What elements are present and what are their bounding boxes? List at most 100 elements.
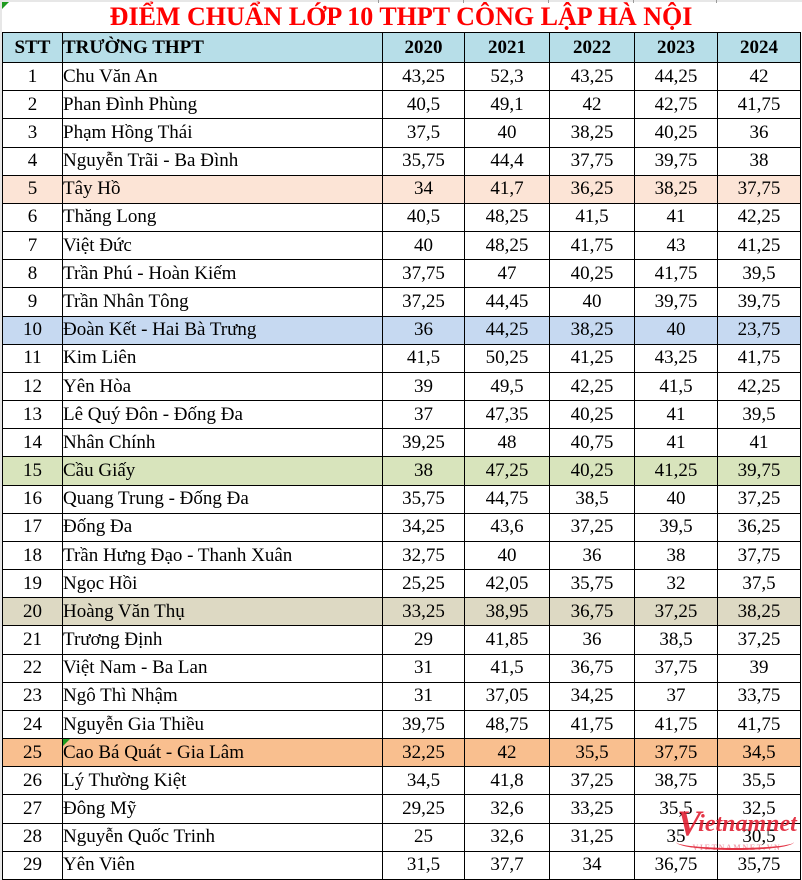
table-row: 19 Ngọc Hồi 25,25 42,05 35,75 32 37,5 — [2, 569, 801, 599]
row-number-cell: 28 — [2, 822, 63, 852]
score-cell: 38 — [382, 456, 465, 486]
score-cell: 40 — [464, 118, 550, 148]
score-cell: 41,5 — [549, 202, 635, 233]
table-row: 28 Nguyễn Quốc Trinh 25 32,6 31,25 35 30,5 — [2, 822, 801, 852]
score-cell: 43,25 — [382, 61, 465, 92]
score-cell: 42,75 — [634, 90, 718, 120]
score-cell: 44,25 — [634, 61, 718, 92]
score-cell: 38,25 — [634, 174, 718, 204]
table-row: 8 Trần Phú - Hoàn Kiếm 37,75 47 40,25 41,75 39… — [2, 259, 801, 289]
score-cell: 41,5 — [634, 371, 718, 402]
score-cell: 42,25 — [717, 202, 801, 233]
table-row: 17 Đống Đa 34,25 43,6 37,25 39,5 36,25 — [2, 512, 801, 542]
score-cell: 38,5 — [549, 484, 635, 514]
score-cell: 41,8 — [464, 766, 550, 796]
score-cell: 41,7 — [464, 174, 550, 204]
score-cell: 34 — [549, 850, 635, 880]
score-cell: 41 — [717, 428, 801, 458]
score-cell: 43 — [634, 231, 718, 261]
score-cell: 37,75 — [382, 259, 465, 289]
table-row: 13 Lê Quý Đôn - Đống Đa 37 47,35 40,25 41 39,5 — [2, 400, 801, 430]
school-name-cell: Đoàn Kết - Hai Bà Trưng — [62, 315, 383, 345]
score-cell: 38 — [717, 146, 801, 176]
score-cell: 36 — [549, 625, 635, 655]
score-cell: 40,75 — [549, 428, 635, 458]
score-cell: 41,5 — [382, 343, 465, 373]
row-number-cell: 15 — [2, 456, 63, 486]
column-header-stt: STT — [2, 32, 63, 63]
row-number-cell: 17 — [2, 512, 63, 542]
score-cell: 38,5 — [634, 625, 718, 655]
score-cell: 39,5 — [717, 400, 801, 430]
score-cell: 37,75 — [549, 146, 635, 176]
score-cell: 39 — [717, 653, 801, 683]
score-cell: 32 — [634, 569, 718, 599]
school-name-cell: Phạm Hồng Thái — [62, 118, 383, 148]
table-row: 1 Chu Văn An 43,25 52,3 43,25 44,25 42 — [2, 61, 801, 92]
row-number-cell: 1 — [2, 61, 63, 92]
score-cell: 37 — [634, 681, 718, 711]
table-row: 22 Việt Nam - Ba Lan 31 41,5 36,75 37,75 39 — [2, 653, 801, 683]
score-cell: 37,05 — [464, 681, 550, 711]
score-cell: 32,6 — [464, 822, 550, 852]
school-name-cell: Kim Liên — [62, 343, 383, 373]
row-number-cell: 7 — [2, 231, 63, 261]
table-row: 27 Đông Mỹ 29,25 32,6 33,25 35,5 32,5 — [2, 794, 801, 824]
score-cell: 34,5 — [717, 738, 801, 768]
score-cell: 35 — [634, 822, 718, 852]
school-name-cell: Trương Định — [62, 625, 383, 655]
cell-error-indicator-icon — [2, 2, 9, 9]
score-cell: 50,25 — [464, 343, 550, 373]
score-cell: 48,25 — [464, 202, 550, 233]
school-name-cell: Tây Hồ — [62, 174, 383, 204]
score-cell: 39,5 — [717, 259, 801, 289]
score-cell: 36 — [549, 540, 635, 571]
row-number-cell: 19 — [2, 569, 63, 599]
score-cell: 37 — [382, 400, 465, 430]
score-cell: 34,25 — [382, 512, 465, 542]
table-row: 12 Yên Hòa 39 49,5 42,25 41,5 42,25 — [2, 371, 801, 402]
table-row: 24 Nguyễn Gia Thiều 39,75 48,75 41,75 41,75 41… — [2, 709, 801, 740]
score-cell: 49,5 — [464, 371, 550, 402]
school-name-cell: Đông Mỹ — [62, 794, 383, 824]
score-cell: 34 — [382, 174, 465, 204]
score-cell: 40,25 — [549, 400, 635, 430]
row-number-cell: 23 — [2, 681, 63, 711]
school-name-cell: Hoàng Văn Thụ — [62, 597, 383, 627]
score-cell: 37,25 — [717, 625, 801, 655]
score-cell: 40 — [634, 484, 718, 514]
score-cell: 37,75 — [717, 174, 801, 204]
table-row: 26 Lý Thường Kiệt 34,5 41,8 37,25 38,75 35,5 — [2, 766, 801, 796]
score-cell: 42 — [717, 61, 801, 92]
score-cell: 41,75 — [717, 343, 801, 373]
score-cell: 33,25 — [382, 597, 465, 627]
school-name-cell: Thăng Long — [62, 202, 383, 233]
table-row: 15 Cầu Giấy 38 47,25 40,25 41,25 39,75 — [2, 456, 801, 486]
table-row: 20 Hoàng Văn Thụ 33,25 38,95 36,75 37,25 38,25 — [2, 597, 801, 627]
score-cell: 29 — [382, 625, 465, 655]
score-cell: 43,25 — [634, 343, 718, 373]
cell-error-indicator-icon — [63, 739, 70, 747]
column-header-2021: 2021 — [464, 32, 550, 63]
row-number-cell: 22 — [2, 653, 63, 683]
score-cell: 38,25 — [717, 597, 801, 627]
school-name-cell: Cầu Giấy — [62, 456, 383, 486]
score-cell: 33,75 — [717, 681, 801, 711]
score-cell: 37,25 — [549, 766, 635, 796]
school-name-cell: Trần Hưng Đạo - Thanh Xuân — [62, 540, 383, 571]
table-row: 21 Trương Định 29 41,85 36 38,5 37,25 — [2, 625, 801, 655]
row-number-cell: 12 — [2, 371, 63, 402]
score-cell: 41,85 — [464, 625, 550, 655]
score-cell: 34,25 — [549, 681, 635, 711]
grid-remnant-strip — [2, 0, 802, 3]
score-cell: 38,25 — [549, 118, 635, 148]
score-cell: 35,75 — [717, 850, 801, 880]
score-cell: 44,4 — [464, 146, 550, 176]
score-cell: 39,75 — [634, 287, 718, 317]
table-row: 9 Trần Nhân Tông 37,25 44,45 40 39,75 39,75 — [2, 287, 801, 317]
school-name-cell: Nhân Chính — [62, 428, 383, 458]
score-cell: 41,75 — [634, 709, 718, 740]
score-cell: 37,25 — [634, 597, 718, 627]
score-cell: 36,75 — [549, 653, 635, 683]
